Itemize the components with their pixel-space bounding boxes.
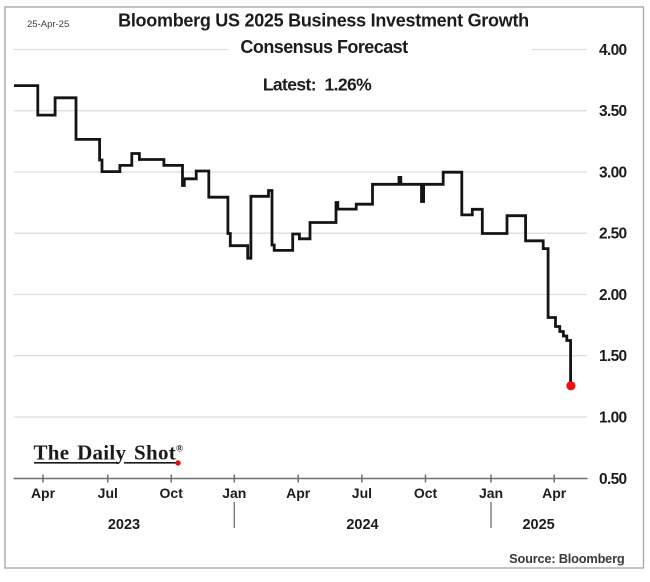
svg-text:Consensus Forecast: Consensus Forecast <box>240 37 408 57</box>
svg-text:Jan: Jan <box>479 485 503 501</box>
svg-text:Jul: Jul <box>352 485 372 501</box>
svg-text:4.00: 4.00 <box>599 42 627 59</box>
svg-text:2.00: 2.00 <box>599 287 627 304</box>
svg-text:Bloomberg US 2025 Business Inv: Bloomberg US 2025 Business Investment Gr… <box>118 11 529 31</box>
svg-text:25-Apr-25: 25-Apr-25 <box>27 19 69 30</box>
svg-text:3.50: 3.50 <box>599 103 627 120</box>
svg-text:2023: 2023 <box>108 517 140 533</box>
svg-text:2024: 2024 <box>346 517 378 533</box>
svg-text:0.50: 0.50 <box>599 471 627 488</box>
svg-text:Oct: Oct <box>414 485 438 501</box>
svg-text:1.50: 1.50 <box>599 348 627 365</box>
svg-text:2025: 2025 <box>522 517 554 533</box>
svg-text:2.50: 2.50 <box>599 226 627 243</box>
svg-text:3.00: 3.00 <box>599 165 627 182</box>
svg-text:Apr: Apr <box>286 485 311 501</box>
svg-text:Oct: Oct <box>160 485 184 501</box>
svg-text:Apr: Apr <box>31 485 56 501</box>
svg-text:®: ® <box>176 444 183 455</box>
svg-text:1.00: 1.00 <box>599 410 627 427</box>
svg-text:Source: Bloomberg: Source: Bloomberg <box>509 551 624 566</box>
svg-text:Jul: Jul <box>98 485 118 501</box>
svg-text:Latest: 1.26%: Latest: 1.26% <box>263 75 372 95</box>
svg-text:Jan: Jan <box>222 485 246 501</box>
svg-text:The Daily Shot: The Daily Shot <box>34 441 177 465</box>
svg-text:Apr: Apr <box>542 485 567 501</box>
